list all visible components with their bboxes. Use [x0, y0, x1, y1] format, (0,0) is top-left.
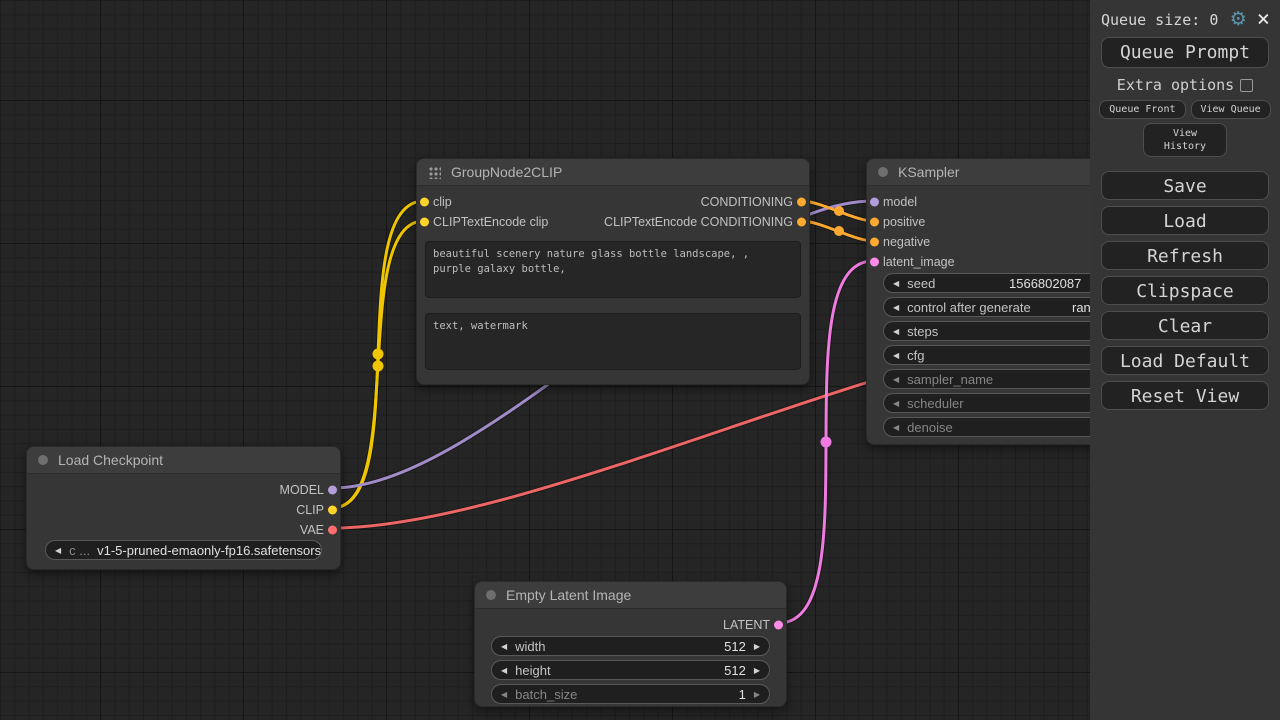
- negative-prompt-textarea[interactable]: text, watermark: [425, 313, 801, 370]
- slot-row: LATENT: [475, 615, 786, 635]
- input-slot-latent-image[interactable]: [870, 257, 879, 267]
- queue-front-button[interactable]: Queue Front: [1099, 100, 1186, 119]
- output-slot-textencode-conditioning[interactable]: [797, 217, 806, 227]
- slot-row: latent_image: [867, 252, 1155, 272]
- slot-row: clip CONDITIONING: [417, 192, 809, 212]
- link-dot: [834, 226, 844, 236]
- decrement-icon[interactable]: ◀: [893, 302, 900, 312]
- link-dot: [820, 436, 832, 448]
- input-label: clip: [433, 195, 452, 209]
- input-slot-textencode-clip[interactable]: [420, 217, 429, 227]
- decrement-icon[interactable]: ◀: [893, 350, 900, 360]
- next-option-icon[interactable]: ▶: [321, 546, 322, 555]
- positive-prompt-textarea[interactable]: beautiful scenery nature glass bottle la…: [425, 241, 801, 298]
- input-label: positive: [883, 215, 926, 229]
- queue-size-label: Queue size: 0: [1101, 10, 1219, 29]
- decrement-icon[interactable]: ◀: [893, 422, 900, 432]
- extra-options-checkbox[interactable]: [1240, 78, 1254, 92]
- input-slot-clip[interactable]: [420, 197, 429, 207]
- reset-view-button[interactable]: Reset View: [1101, 381, 1269, 410]
- decrement-icon[interactable]: ◀: [893, 326, 900, 336]
- slot-row: VAE: [27, 520, 340, 540]
- node-load-checkpoint[interactable]: Load Checkpoint MODEL CLIP VAE ◀ c ... v…: [26, 446, 341, 570]
- output-slot-clip[interactable]: [328, 505, 337, 515]
- increment-icon[interactable]: ▶: [753, 689, 760, 699]
- load-button[interactable]: Load: [1101, 206, 1269, 235]
- decrement-icon[interactable]: ◀: [501, 665, 508, 675]
- node-title: GroupNode2CLIP: [451, 164, 563, 180]
- output-label: CLIPTextEncode CONDITIONING: [604, 215, 793, 229]
- slot-row: model: [867, 192, 1155, 212]
- node-title: Load Checkpoint: [58, 452, 164, 468]
- output-slot-vae[interactable]: [328, 525, 337, 535]
- output-label: VAE: [299, 523, 324, 537]
- node-title: Empty Latent Image: [506, 587, 632, 603]
- node-groupnode2clip[interactable]: GroupNode2CLIP clip CONDITIONING CLIPTex…: [416, 158, 810, 385]
- view-queue-button[interactable]: View Queue: [1190, 100, 1271, 119]
- batch-size-widget[interactable]: ◀ batch_size 1 ▶: [491, 684, 770, 704]
- clipspace-button[interactable]: Clipspace: [1101, 276, 1269, 305]
- scheduler-widget[interactable]: ◀ scheduler ▶: [883, 393, 1141, 413]
- input-slot-model[interactable]: [870, 197, 879, 207]
- link-dot: [372, 360, 384, 372]
- output-label: MODEL: [279, 483, 324, 497]
- node-header[interactable]: GroupNode2CLIP: [417, 159, 809, 186]
- link-dot: [372, 348, 384, 360]
- slot-row: positive: [867, 212, 1155, 232]
- input-label: latent_image: [883, 255, 955, 269]
- slot-row: MODEL: [27, 480, 340, 500]
- clear-button[interactable]: Clear: [1101, 311, 1269, 340]
- slot-row: CLIPTextEncode clip CLIPTextEncode CONDI…: [417, 212, 809, 232]
- queue-prompt-button[interactable]: Queue Prompt: [1101, 37, 1269, 68]
- input-slot-positive[interactable]: [870, 217, 879, 227]
- output-label: CLIP: [296, 503, 324, 517]
- comfy-menu: Queue size: 0 ⚙ × Queue Prompt Extra opt…: [1090, 0, 1280, 720]
- output-label: LATENT: [723, 618, 770, 632]
- height-widget[interactable]: ◀ height 512 ▶: [491, 660, 770, 680]
- input-label: model: [883, 195, 918, 209]
- input-label: CLIPTextEncode clip: [433, 215, 549, 229]
- decrement-icon[interactable]: ◀: [893, 278, 900, 288]
- output-label: CONDITIONING: [700, 195, 793, 209]
- input-slot-negative[interactable]: [870, 237, 879, 247]
- slot-row: CLIP: [27, 500, 340, 520]
- link-dot: [834, 206, 844, 216]
- collapse-dot-icon[interactable]: [486, 590, 496, 600]
- ckpt-name-widget[interactable]: ◀ c ... v1-5-pruned-emaonly-fp16.safeten…: [45, 540, 322, 560]
- output-slot-model[interactable]: [328, 485, 337, 495]
- extra-options-label: Extra options: [1116, 76, 1235, 94]
- group-grid-icon[interactable]: [428, 165, 441, 179]
- increment-icon[interactable]: ▶: [753, 665, 760, 675]
- decrement-icon[interactable]: ◀: [893, 374, 900, 384]
- output-slot-conditioning[interactable]: [797, 197, 806, 207]
- decrement-icon[interactable]: ◀: [501, 641, 508, 651]
- prev-option-icon[interactable]: ◀: [55, 545, 62, 555]
- increment-icon[interactable]: ▶: [753, 641, 760, 651]
- output-slot-latent[interactable]: [774, 620, 783, 630]
- node-title: KSampler: [898, 164, 960, 180]
- node-header[interactable]: Load Checkpoint: [27, 447, 340, 474]
- load-default-button[interactable]: Load Default: [1101, 346, 1269, 375]
- close-icon[interactable]: ×: [1256, 6, 1270, 32]
- decrement-icon[interactable]: ◀: [501, 689, 508, 699]
- input-label: negative: [883, 235, 931, 249]
- node-empty-latent-image[interactable]: Empty Latent Image LATENT ◀ width 512 ▶ …: [474, 581, 787, 707]
- slot-row: negative: [867, 232, 1155, 252]
- steps-widget[interactable]: ◀ steps ▶: [883, 321, 1141, 341]
- ckpt-value: v1-5-pruned-emaonly-fp16.safetensors: [97, 542, 322, 558]
- node-header[interactable]: Empty Latent Image: [475, 582, 786, 609]
- settings-gear-icon[interactable]: ⚙: [1229, 8, 1247, 30]
- save-button[interactable]: Save: [1101, 171, 1269, 200]
- refresh-button[interactable]: Refresh: [1101, 241, 1269, 270]
- view-history-button[interactable]: View History: [1143, 123, 1227, 157]
- seed-widget[interactable]: ◀ seed 1566802087 ▶: [883, 273, 1141, 293]
- collapse-dot-icon[interactable]: [38, 455, 48, 465]
- width-widget[interactable]: ◀ width 512 ▶: [491, 636, 770, 656]
- collapse-dot-icon[interactable]: [878, 167, 888, 177]
- decrement-icon[interactable]: ◀: [893, 398, 900, 408]
